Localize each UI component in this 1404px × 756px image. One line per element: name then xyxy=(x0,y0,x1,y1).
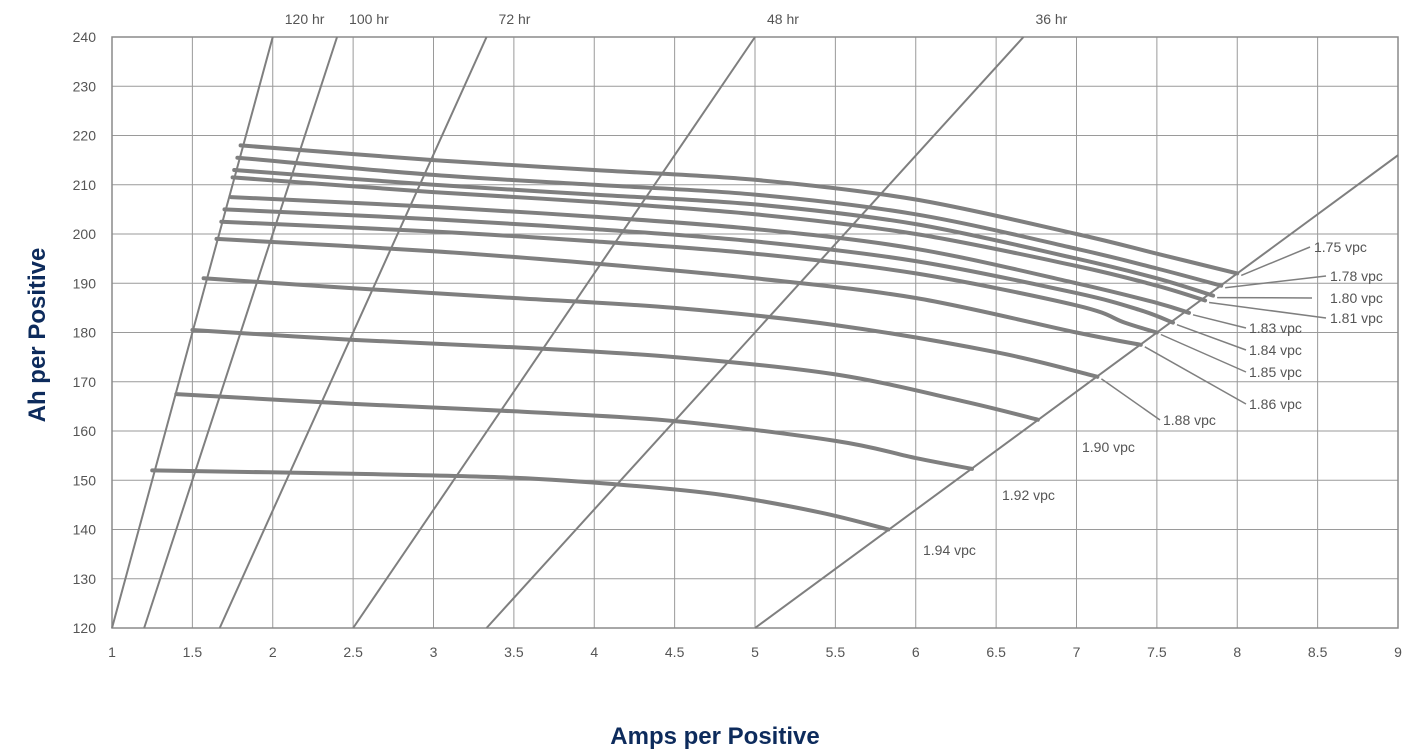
series-label: 1.80 vpc xyxy=(1330,290,1383,306)
series-label: 1.84 vpc xyxy=(1249,342,1302,358)
series-label: 1.83 vpc xyxy=(1249,320,1302,336)
series-label: 1.81 vpc xyxy=(1330,310,1383,326)
x-tick-label: 2.5 xyxy=(343,644,363,660)
series-curve-1-92-vpc xyxy=(174,392,974,471)
rate-line-label: 48 hr xyxy=(767,11,799,27)
x-tick-label: 6 xyxy=(912,644,920,660)
series-leader-line xyxy=(1176,323,1247,351)
end-voltage-line xyxy=(754,154,1399,629)
rate-line-label: 120 hr xyxy=(285,11,325,27)
series-curve-1-84-vpc xyxy=(222,207,1175,325)
y-tick-label: 120 xyxy=(73,620,97,636)
series-label: 1.88 vpc xyxy=(1163,412,1216,428)
x-tick-label: 3.5 xyxy=(504,644,524,660)
rate-line-label: 100 hr xyxy=(349,11,389,27)
series-label: 1.75 vpc xyxy=(1314,239,1367,255)
y-tick-label: 150 xyxy=(73,472,97,488)
y-tick-label: 210 xyxy=(73,177,97,193)
series-label: 1.92 vpc xyxy=(1002,487,1055,503)
series-leader-line xyxy=(1144,346,1247,405)
series-leader-line xyxy=(1192,314,1247,329)
series-curve-1-80-vpc xyxy=(232,168,1216,298)
y-tick-label: 220 xyxy=(73,128,97,144)
series-leader-line xyxy=(1100,378,1161,421)
series-label: 1.78 vpc xyxy=(1330,268,1383,284)
x-tick-label: 5 xyxy=(751,644,759,660)
y-tick-label: 180 xyxy=(73,325,97,341)
rate-line-label: 72 hr xyxy=(499,11,531,27)
series-leader-line xyxy=(1240,246,1311,277)
annotations: 1.75 vpc 1.78 vpc 1.80 vpc 1.81 vpc 1.83 vpc… xyxy=(923,239,1383,558)
series-leader-line xyxy=(1225,275,1327,289)
x-tick-label: 8.5 xyxy=(1308,644,1328,660)
x-tick-label: 1 xyxy=(108,644,116,660)
y-tick-label: 130 xyxy=(73,571,97,587)
y-tick-label: 230 xyxy=(73,78,97,94)
series-curve-1-85-vpc xyxy=(219,219,1159,335)
rate-line-120hr xyxy=(111,36,274,629)
y-tick-label: 190 xyxy=(73,275,97,291)
series-curve-1-88-vpc xyxy=(201,276,1100,379)
x-tick-label: 4.5 xyxy=(665,644,685,660)
series-label: 1.86 vpc xyxy=(1249,396,1302,412)
y-tick-label: 240 xyxy=(73,29,97,45)
x-tick-label: 7 xyxy=(1073,644,1081,660)
series-label: 1.85 vpc xyxy=(1249,364,1302,380)
rate-line-48hr xyxy=(352,36,756,629)
rate-line-label: 36 hr xyxy=(1035,11,1067,27)
x-tick-label: 3 xyxy=(430,644,438,660)
rate-line-72hr xyxy=(218,36,488,629)
rate-lines: 120 hr 100 hr 72 hr 48 hr 36 hr xyxy=(111,11,1068,629)
y-tick-label: 170 xyxy=(73,374,97,390)
x-tick-label: 8 xyxy=(1233,644,1241,660)
y-tick-label: 160 xyxy=(73,423,97,439)
series-curve-1-78-vpc xyxy=(235,155,1224,288)
endpoint-line xyxy=(754,154,1399,629)
series-label: 1.90 vpc xyxy=(1082,439,1135,455)
x-axis-title: Amps per Positive xyxy=(610,723,819,750)
series-curve-1-75-vpc xyxy=(238,143,1240,276)
x-tick-label: 9 xyxy=(1394,644,1402,660)
x-tick-label: 1.5 xyxy=(183,644,203,660)
x-tick-label: 4 xyxy=(590,644,598,660)
series-curve-1-81-vpc xyxy=(230,175,1208,303)
series-curve-1-90-vpc xyxy=(190,328,1040,422)
series-curve-1-94-vpc xyxy=(150,468,891,532)
tick-labels: 1 1.5 2 2.5 3 3.5 4 4.5 5 5.5 6 6.5 7 7.5 8 8.5 9 120 130 1… xyxy=(73,29,1402,660)
series-curve-1-83-vpc xyxy=(229,195,1191,315)
series-label: 1.94 vpc xyxy=(923,542,976,558)
rate-line-36hr xyxy=(485,36,1025,629)
y-tick-label: 140 xyxy=(73,522,97,538)
y-axis-title: Ah per Positive xyxy=(24,248,51,423)
series-leader-line xyxy=(1160,333,1247,373)
x-tick-label: 6.5 xyxy=(986,644,1006,660)
x-tick-label: 7.5 xyxy=(1147,644,1167,660)
series-curve-1-86-vpc xyxy=(214,236,1143,347)
y-tick-label: 200 xyxy=(73,226,97,242)
x-tick-label: 2 xyxy=(269,644,277,660)
x-tick-label: 5.5 xyxy=(826,644,846,660)
series-leader-line xyxy=(1209,301,1327,319)
series-curves xyxy=(150,143,1240,532)
